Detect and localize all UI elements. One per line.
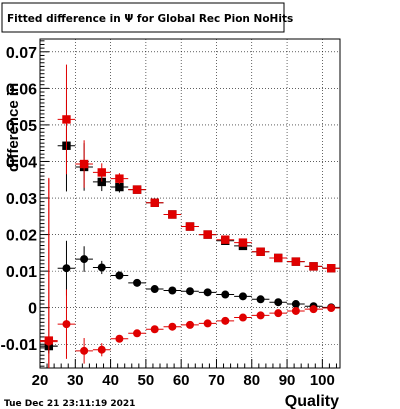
data-point-circle bbox=[80, 346, 89, 355]
data-point-square bbox=[274, 253, 283, 263]
data-marks bbox=[40, 64, 340, 368]
y-tick-label: 0.02 bbox=[6, 228, 37, 245]
data-point-square bbox=[115, 174, 124, 183]
data-point-square bbox=[168, 210, 177, 219]
data-point-circle bbox=[168, 286, 177, 295]
x-tick-label: 90 bbox=[279, 372, 296, 389]
data-point-circle bbox=[150, 325, 159, 334]
x-axis-label: Quality bbox=[285, 393, 339, 409]
data-point-square bbox=[221, 235, 230, 244]
data-point-circle bbox=[150, 285, 159, 294]
x-tick-label: 70 bbox=[208, 372, 225, 389]
data-point-circle bbox=[115, 334, 124, 343]
data-point-circle bbox=[221, 316, 230, 325]
data-point-circle bbox=[186, 287, 194, 296]
y-axis-label: difference in bbox=[5, 83, 22, 172]
data-point-square bbox=[291, 257, 301, 266]
x-tick-label: 100 bbox=[310, 372, 335, 389]
data-point-circle bbox=[221, 290, 230, 299]
data-point-circle bbox=[97, 345, 106, 354]
y-tick-label: 0.01 bbox=[6, 264, 37, 281]
x-tick-label: 30 bbox=[67, 372, 84, 389]
data-point-circle bbox=[133, 329, 142, 338]
title-frame bbox=[1, 2, 285, 33]
data-point-square bbox=[150, 198, 159, 207]
data-point-square bbox=[185, 222, 195, 231]
y-tick-label: 0.07 bbox=[6, 45, 37, 62]
data-point-square bbox=[132, 185, 142, 194]
y-tick-label: 0.06 bbox=[6, 81, 37, 98]
y-tick-label: 0.04 bbox=[6, 154, 37, 171]
series-4 bbox=[40, 179, 340, 368]
data-point-square bbox=[97, 168, 106, 177]
data-point-circle bbox=[62, 320, 71, 329]
data-point-square bbox=[115, 182, 124, 192]
data-point-square bbox=[203, 230, 212, 239]
data-point-circle bbox=[44, 337, 53, 346]
data-point-square bbox=[256, 247, 265, 256]
y-tick-labels: -0.01 0 0.01 0.02 0.03 0.04 0.05 0.06 0.07 bbox=[1, 45, 38, 354]
data-point-square bbox=[238, 238, 248, 247]
x-tick-label: 60 bbox=[173, 372, 190, 389]
data-point-circle bbox=[256, 311, 265, 320]
data-point-circle bbox=[203, 319, 212, 328]
y-tick-label: 0 bbox=[28, 301, 37, 318]
data-point-circle bbox=[133, 278, 142, 287]
data-point-circle bbox=[115, 271, 124, 280]
data-point-square bbox=[326, 264, 336, 273]
data-point-circle bbox=[291, 306, 300, 315]
data-point-circle bbox=[203, 288, 212, 297]
y-tick-label: -0.01 bbox=[1, 337, 38, 354]
data-point-circle bbox=[309, 305, 318, 314]
data-point-circle bbox=[274, 298, 283, 307]
data-point-circle bbox=[327, 304, 336, 313]
data-point-circle bbox=[168, 322, 177, 331]
timestamp: Tue Dec 21 23:11:19 2021 bbox=[4, 399, 135, 409]
data-point-circle bbox=[80, 255, 89, 264]
grid bbox=[39, 39, 340, 368]
title-box: Fitted difference in Ψ for Global Rec Pi… bbox=[1, 2, 293, 33]
data-point-square bbox=[62, 115, 71, 124]
data-point-circle bbox=[97, 263, 106, 272]
data-point-circle bbox=[186, 320, 194, 329]
data-point-circle bbox=[62, 264, 71, 273]
x-tick-labels: 20 30 40 50 60 70 80 90 100 bbox=[32, 372, 335, 389]
y-tick-label: 0.05 bbox=[6, 118, 37, 135]
x-tick-label: 80 bbox=[243, 372, 260, 389]
data-point-circle bbox=[256, 295, 265, 304]
plot-frame bbox=[39, 38, 341, 369]
data-point-circle bbox=[274, 309, 283, 318]
data-point-square bbox=[309, 262, 318, 271]
data-point-circle bbox=[238, 313, 247, 322]
chart-title: Fitted difference in Ψ for Global Rec Pi… bbox=[7, 13, 293, 25]
data-point-circle bbox=[238, 292, 247, 301]
x-tick-label: 40 bbox=[102, 372, 119, 389]
data-point-square bbox=[79, 159, 89, 169]
y-tick-label: 0.03 bbox=[6, 191, 37, 208]
x-tick-label: 50 bbox=[138, 372, 155, 389]
data-point-square bbox=[97, 177, 106, 187]
x-tick-label: 20 bbox=[32, 372, 49, 389]
axis-ticks bbox=[39, 40, 337, 368]
data-point-circle bbox=[291, 300, 300, 309]
